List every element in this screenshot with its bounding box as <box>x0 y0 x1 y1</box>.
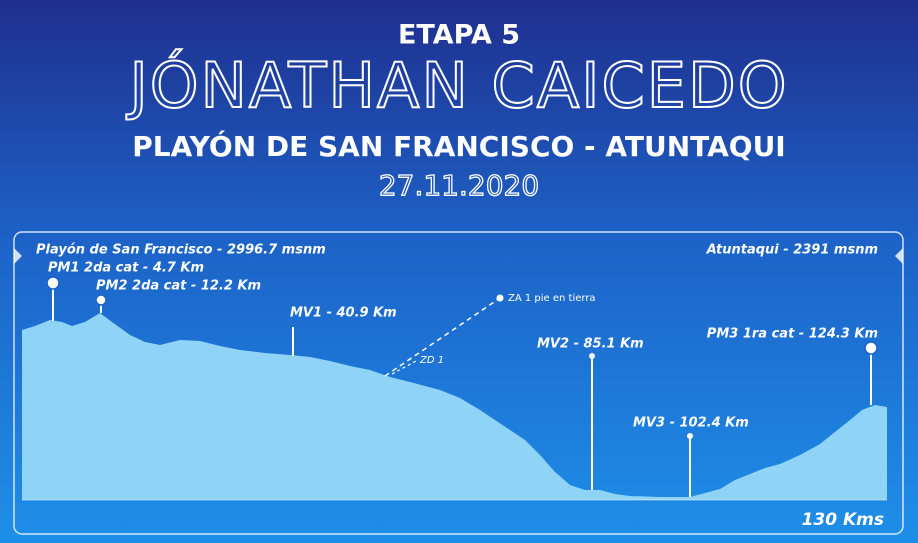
stage: ETAPA 5 <box>398 20 520 51</box>
route: PLAYÓN DE SAN FRANCISCO - ATUNTAQUI <box>132 129 785 163</box>
marker-dot <box>687 433 693 439</box>
marker-label: MV3 - 102.4 Km <box>633 416 749 431</box>
notch <box>895 248 903 264</box>
start-label: Playón de San Francisco - 2996.7 msnm <box>36 243 326 258</box>
frame <box>13 231 904 535</box>
climb-icon <box>864 341 878 355</box>
elevation-profile <box>22 313 887 500</box>
date: 27.11.2020 <box>379 169 539 202</box>
marker-label: PM3 1ra cat - 124.3 Km <box>707 327 878 342</box>
marker-dot <box>589 353 595 359</box>
finish-label: Atuntaqui - 2391 msnm <box>706 243 878 258</box>
waste-zone: ZD 1 <box>419 355 444 366</box>
marker-label: PM2 2da cat - 12.2 Km <box>96 279 261 294</box>
distance: 130 Kms <box>802 510 884 530</box>
notch <box>14 248 22 264</box>
marker-label: PM1 2da cat - 4.7 Km <box>48 261 204 276</box>
rider: JÓNATHAN CAICEDO <box>125 49 788 122</box>
climb-icon <box>95 294 107 306</box>
feed-zone: ZA 1 pie en tierra <box>508 293 596 304</box>
marker-label: MV2 - 85.1 Km <box>537 337 644 352</box>
zone-dot <box>496 294 504 302</box>
marker-label: MV1 - 40.9 Km <box>290 306 397 321</box>
zone-line <box>391 359 419 375</box>
climb-icon <box>46 276 60 290</box>
